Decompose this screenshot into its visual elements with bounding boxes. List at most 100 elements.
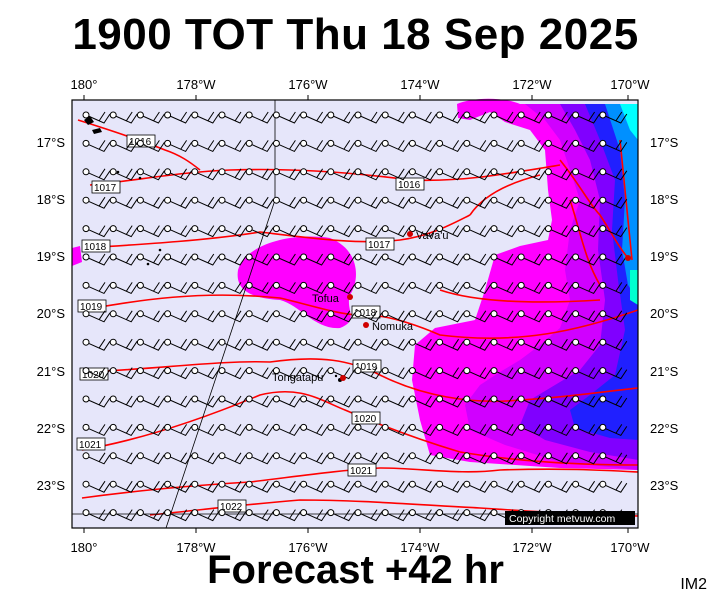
wind-barb [272, 367, 301, 380]
lon-label: 180° [71, 540, 98, 555]
wind-barb [245, 367, 274, 380]
place-markers: Vava'u Tofua Nomuka Tongatapu [272, 230, 631, 384]
isobar-label: 1022 [220, 502, 243, 513]
wind-barb [109, 253, 138, 266]
wind-barb [191, 225, 220, 238]
wind-barb [436, 395, 465, 408]
wind-barb [572, 225, 601, 238]
wind-barb [463, 225, 492, 238]
wind-barb [136, 111, 165, 124]
wind-barb [381, 367, 410, 380]
wind-barb [191, 168, 220, 181]
wind-barb [191, 509, 220, 522]
wind-barb [300, 338, 329, 351]
lon-label: 172°W [512, 540, 552, 555]
lon-label: 178°W [176, 77, 216, 92]
wind-barb [327, 395, 356, 408]
wind-barb [354, 423, 383, 437]
wind-barb [490, 367, 519, 380]
page-title: 1900 TOT Thu 18 Sep 2025 [72, 10, 639, 59]
wind-barb [463, 111, 492, 124]
wind-barb [381, 395, 410, 408]
wind-barb [82, 395, 111, 408]
wind-barb [572, 423, 601, 437]
lat-label: 20°S [37, 306, 66, 321]
wind-barb [218, 367, 247, 380]
wind-barb [327, 281, 356, 295]
lat-label: 23°S [650, 478, 679, 493]
wind-barb [164, 281, 193, 295]
wind-barb [300, 196, 329, 209]
wind-barb [599, 395, 628, 408]
wind-barb [218, 253, 247, 266]
wind-barb [490, 452, 519, 465]
place-marker [340, 375, 346, 381]
copyright-box [505, 511, 635, 525]
wind-barb [164, 253, 193, 266]
wind-barb [354, 281, 383, 295]
wind-barb [354, 310, 383, 323]
wind-barb [490, 196, 519, 209]
wind-barb [272, 395, 301, 408]
place-label-tofua: Tofua [312, 293, 340, 305]
wind-barb [327, 225, 356, 238]
wind-barb [408, 225, 437, 238]
wind-barb [300, 310, 329, 323]
wind-barb [245, 509, 274, 522]
wind-barb [463, 338, 492, 351]
wind-barb [572, 139, 601, 153]
wind-barb [599, 338, 628, 351]
wind-barb [218, 423, 247, 437]
lat-label: 23°S [37, 478, 66, 493]
wind-barb [463, 253, 492, 266]
wind-barb [517, 480, 546, 493]
wind-barb [109, 480, 138, 493]
wind-barb [300, 367, 329, 380]
wind-barb [354, 338, 383, 351]
wind-barb [544, 281, 573, 295]
wind-barb [109, 509, 138, 522]
lon-label: 178°W [176, 540, 216, 555]
lat-label: 22°S [37, 421, 66, 436]
wind-barb [164, 509, 193, 522]
wind-barb [408, 168, 437, 181]
wind-barb [463, 480, 492, 493]
wind-barb [82, 452, 111, 465]
wind-barb [164, 423, 193, 437]
isobar-label: 1021 [350, 466, 373, 477]
wind-barb [218, 395, 247, 408]
wind-barb [436, 139, 465, 153]
wind-barb [136, 367, 165, 380]
wind-barb [490, 168, 519, 181]
wind-barb [408, 139, 437, 153]
wind-barb [82, 480, 111, 493]
place-label-vavau: Vava'u [416, 230, 448, 242]
wind-barb [544, 253, 573, 266]
wind-barb [408, 509, 437, 522]
wind-barb [572, 253, 601, 266]
wind-barb [245, 480, 274, 493]
wind-barb [272, 452, 301, 465]
wind-barb [109, 196, 138, 209]
place-marker [347, 294, 353, 300]
wind-barb [572, 281, 601, 295]
wind-barb [82, 281, 111, 295]
wind-barb [544, 196, 573, 209]
wind-barb [517, 225, 546, 238]
wind-barb [490, 395, 519, 408]
wind-barb [136, 139, 165, 153]
wind-barb [381, 139, 410, 153]
wind-barb [354, 139, 383, 153]
wind-barb [164, 310, 193, 323]
wind-barb [300, 139, 329, 153]
wind-barb [572, 452, 601, 465]
wind-barb [136, 168, 165, 181]
wind-barb [408, 367, 437, 380]
wind-barb [136, 480, 165, 493]
wind-barb [136, 253, 165, 266]
wind-barb [544, 139, 573, 153]
wind-barb [490, 310, 519, 323]
wind-barb [245, 423, 274, 437]
wind-barb [436, 338, 465, 351]
